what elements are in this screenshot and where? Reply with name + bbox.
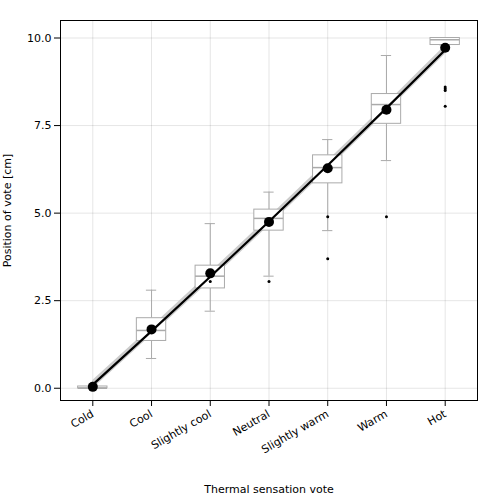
svg-text:Neutral: Neutral	[231, 407, 273, 439]
svg-text:5.0: 5.0	[34, 207, 52, 220]
svg-text:7.5: 7.5	[34, 119, 52, 132]
svg-text:Cool: Cool	[127, 407, 154, 430]
svg-text:10.0: 10.0	[27, 32, 52, 45]
svg-text:2.5: 2.5	[34, 294, 52, 307]
svg-text:Slightly warm: Slightly warm	[259, 407, 331, 456]
svg-text:Slightly cool: Slightly cool	[149, 407, 214, 452]
svg-text:Position of vote [cm]: Position of vote [cm]	[1, 154, 14, 268]
svg-text:Thermal sensation vote: Thermal sensation vote	[203, 483, 334, 496]
svg-text:Hot: Hot	[425, 407, 449, 428]
svg-text:Cold: Cold	[68, 407, 96, 430]
svg-text:Warm: Warm	[356, 407, 390, 434]
svg-text:0.0: 0.0	[34, 382, 52, 395]
